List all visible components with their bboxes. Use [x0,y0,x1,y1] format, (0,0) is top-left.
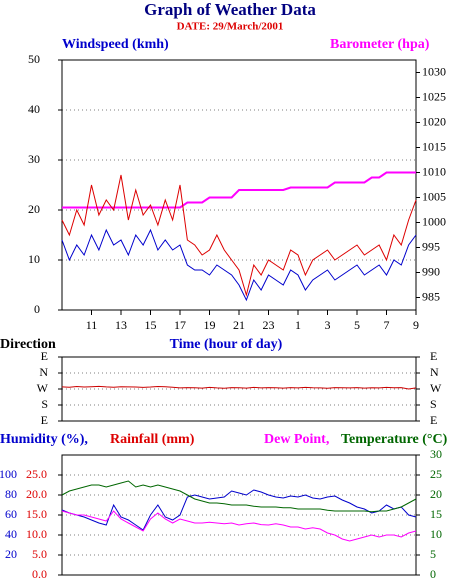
y-tick-label: W [430,381,442,395]
y-tick-label: N [39,365,48,379]
x-tick-label: 13 [115,318,127,332]
legend-label: Dew Point, [264,432,329,447]
y-tick-label: 15 [430,507,442,521]
y-tick-label: 100 [0,467,17,481]
chart-subtitle: DATE: 29/March/2001 [177,21,284,33]
y-tick-label: 1000 [422,214,446,228]
y-tick-label: 20 [28,202,40,216]
chart-title: Graph of Weather Data [144,0,316,19]
y-tick-label: 40 [28,102,40,116]
data-line [61,174,417,297]
y-tick-label: 985 [422,289,440,303]
y-tick-label: 25 [430,467,442,481]
y-tick-label: 10 [28,252,40,266]
y-tick-label: 40 [5,527,17,541]
x-tick-label: 3 [325,318,331,332]
data-line [61,385,417,390]
legend-label: Temperature (°C) [341,432,448,447]
y-tick-label: 60 [5,507,17,521]
y-tick-label: 1005 [422,189,446,203]
y-tick-label: 1010 [422,164,446,178]
data-line [61,228,417,302]
y-tick-label: E [41,349,48,363]
y-tick-label: 0 [34,302,40,316]
y-tick-label: E [430,413,437,427]
x-tick-label: 15 [145,318,157,332]
x-tick-label: 1 [295,318,301,332]
y-tick-label: 20 [5,547,17,561]
y-tick-label: 20 [430,487,442,501]
x-tick-label: 19 [204,318,216,332]
y-tick-label: 0.0 [32,567,47,581]
y-tick-label: 30 [430,447,442,461]
y-tick-label: 15.0 [26,507,47,521]
x-tick-label: 21 [233,318,245,332]
data-line [61,510,417,542]
y-tick-label: 5.0 [32,547,47,561]
data-line [62,171,416,209]
x-tick-label: 9 [413,318,419,332]
y-tick-label: 995 [422,239,440,253]
y-tick-label: 10.0 [26,527,47,541]
y-axis-label: Rainfall (mm) [110,432,195,447]
y-tick-label: 0 [430,567,436,581]
y-tick-label: S [41,397,48,411]
data-line [61,489,417,531]
y-tick-label: 1030 [422,64,446,78]
x-tick-label: 23 [263,318,275,332]
y-tick-label: 1020 [422,114,446,128]
y-tick-label: 5 [430,547,436,561]
x-tick-label: 11 [86,318,98,332]
y-tick-label: S [430,397,437,411]
y-tick-label: 25.0 [26,467,47,481]
x-tick-label: 5 [354,318,360,332]
y-tick-label: E [41,413,48,427]
y-tick-label: 10 [430,527,442,541]
y-tick-label: 80 [5,487,17,501]
y-axis-label: Direction [0,337,56,352]
y-tick-label: 990 [422,264,440,278]
legend-label: Humidity (%), [0,432,88,447]
y-tick-label: E [430,349,437,363]
x-axis-label: Time (hour of day) [170,337,283,352]
y-tick-label: 30 [28,152,40,166]
legend-label: Barometer (hpa) [330,37,430,52]
y-tick-label: 50 [28,52,40,66]
y-tick-label: W [37,381,49,395]
data-line [61,480,417,513]
y-tick-label: 1025 [422,89,446,103]
x-tick-label: 7 [384,318,390,332]
y-tick-label: 20.0 [26,487,47,501]
y-tick-label: N [430,365,439,379]
x-tick-label: 17 [174,318,186,332]
y-tick-label: 1015 [422,139,446,153]
legend-label: Windspeed (kmh) [62,37,169,52]
